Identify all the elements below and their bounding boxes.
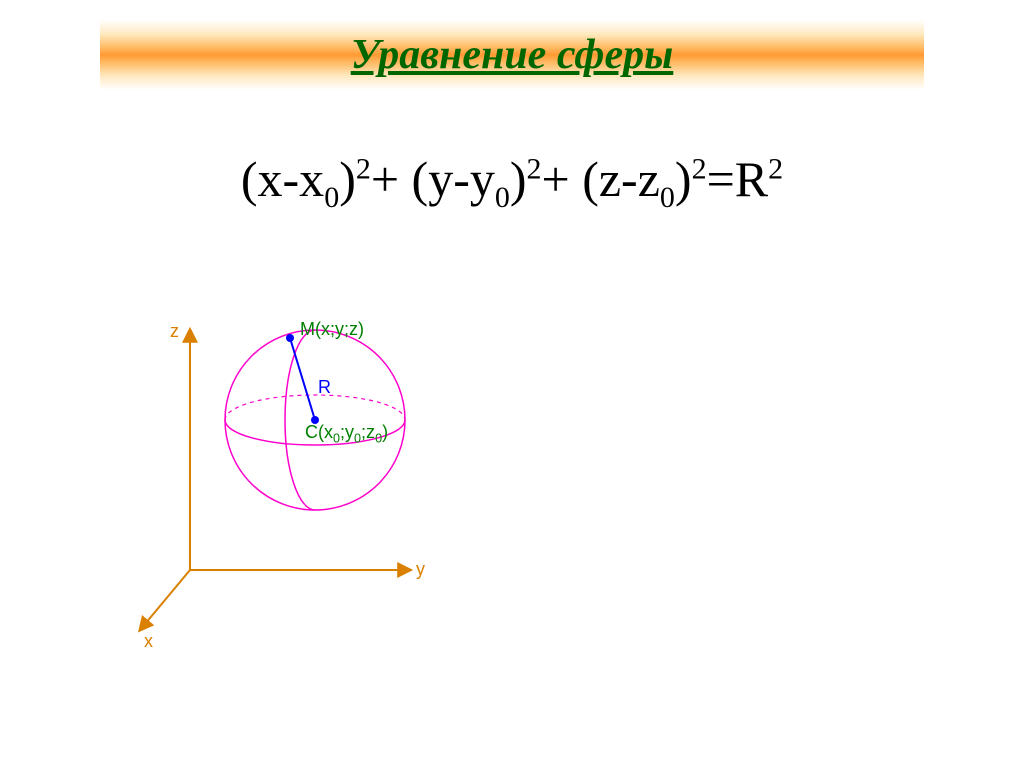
label-C-part: ;z — [361, 422, 375, 442]
label-C-sub: 0 — [333, 432, 340, 446]
label-C-part: ) — [382, 422, 388, 442]
axis-x — [140, 570, 190, 630]
eq-plus: + — [371, 151, 412, 207]
label-C-part: C(x — [305, 422, 333, 442]
sphere-meridian — [285, 330, 315, 510]
point-M — [286, 334, 294, 342]
label-R: R — [318, 378, 331, 396]
eq-part: (z-z — [582, 151, 660, 207]
eq-plus: + — [542, 151, 583, 207]
eq-eq: =R — [707, 151, 769, 207]
eq-sup: 2 — [527, 152, 542, 185]
radius-line — [290, 338, 315, 420]
label-C: C(x0;y0;z0) — [305, 423, 388, 445]
label-C-sub: 0 — [354, 432, 361, 446]
eq-sub: 0 — [495, 181, 510, 214]
page-title: Уравнение сферы — [351, 31, 674, 79]
eq-sub: 0 — [660, 181, 675, 214]
eq-sup: 2 — [692, 152, 707, 185]
eq-part: ) — [675, 151, 692, 207]
label-M: M(x;y;z) — [300, 320, 364, 338]
eq-sup: 2 — [768, 152, 783, 185]
label-z-axis: z — [170, 322, 179, 340]
label-C-part: ;y — [340, 422, 354, 442]
eq-sup: 2 — [356, 152, 371, 185]
title-bar: Уравнение сферы — [100, 20, 924, 90]
eq-part: ) — [510, 151, 527, 207]
eq-part: ) — [339, 151, 356, 207]
eq-part: (x-x — [241, 151, 324, 207]
sphere-svg — [120, 290, 520, 690]
eq-part: (y-y — [412, 151, 495, 207]
label-x-axis: x — [144, 632, 153, 650]
sphere-diagram: M(x;y;z) R C(x0;y0;z0) z y x — [120, 290, 520, 690]
label-y-axis: y — [416, 560, 425, 578]
sphere-equation: (x-x0)2+ (y-y0)2+ (z-z0)2=R2 — [0, 150, 1024, 215]
eq-sub: 0 — [324, 181, 339, 214]
